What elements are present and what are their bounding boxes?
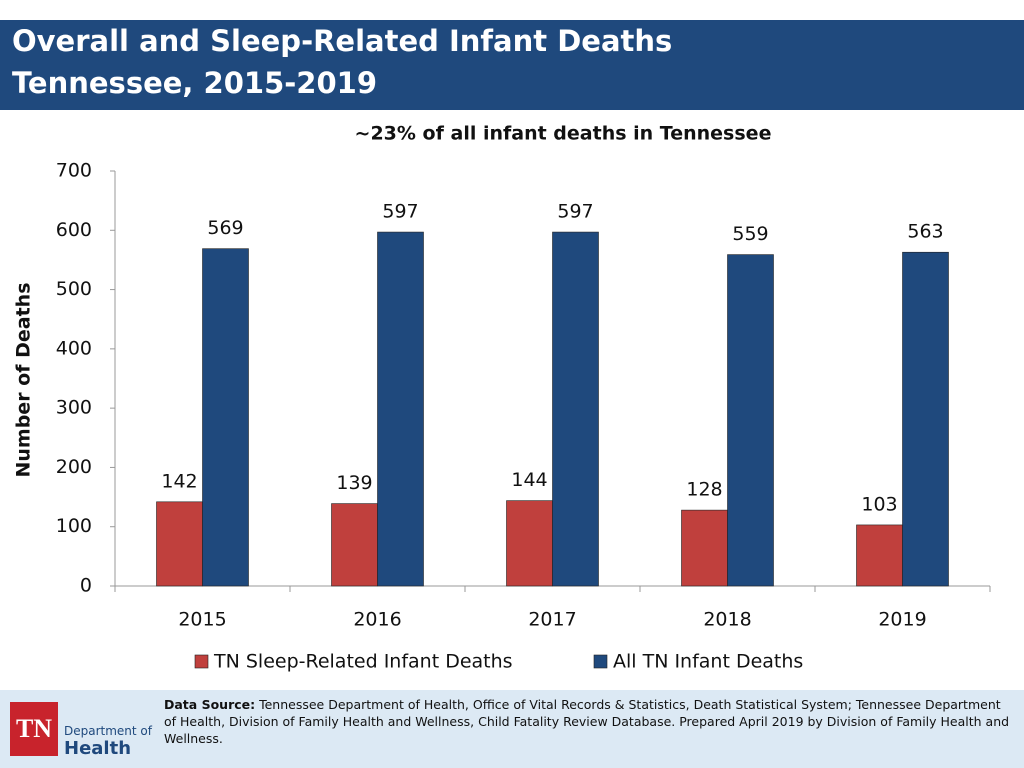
y-tick-label: 400 <box>56 337 92 359</box>
value-label: 597 <box>382 201 418 223</box>
source: Data Source: Tennessee Department of Hea… <box>164 696 1010 747</box>
value-label: 563 <box>907 221 943 243</box>
header: Overall and Sleep-Related Infant Deaths … <box>0 20 1024 110</box>
bar <box>552 231 599 587</box>
source-text: Tennessee Department of Health, Office o… <box>164 697 1010 746</box>
title-line: Overall and Sleep-Related Infant Deaths <box>12 24 673 58</box>
legend-label: TN Sleep-Related Infant Deaths <box>213 651 513 673</box>
x-tick-label: 2018 <box>703 609 751 631</box>
value-label: 128 <box>686 479 722 501</box>
chart-title: ~23% of all infant deaths in Tennessee <box>355 123 772 145</box>
value-label: 569 <box>207 217 243 239</box>
bar <box>202 248 249 587</box>
bar <box>902 251 949 587</box>
bar <box>727 254 774 587</box>
y-tick-label: 500 <box>56 278 92 300</box>
y-tick-label: 600 <box>56 219 92 241</box>
value-label: 103 <box>861 493 897 515</box>
value-label: 597 <box>557 201 593 223</box>
logo-mark: TN <box>10 702 58 756</box>
legend-label: All TN Infant Deaths <box>613 651 803 673</box>
chart: ~23% of all infant deaths in Tennessee N… <box>13 123 991 673</box>
bar <box>506 500 553 587</box>
source-label: Data Source: <box>164 697 256 712</box>
x-tick-label: 2016 <box>353 609 401 631</box>
x-tick-label: 2015 <box>178 609 226 631</box>
y-axis-label: Number of Deaths <box>13 282 35 477</box>
y-tick-label: 700 <box>56 160 92 182</box>
bar <box>331 503 378 587</box>
value-label: 139 <box>336 472 372 494</box>
value-label: 142 <box>161 470 197 492</box>
bar <box>681 509 728 587</box>
bar <box>856 524 903 587</box>
logo-text: Department of <box>64 724 152 738</box>
value-label: 559 <box>732 223 768 245</box>
legend-swatch <box>593 654 608 669</box>
footer: TN Department of Health Data Source: Ten… <box>0 690 1024 768</box>
x-tick-label: 2019 <box>878 609 926 631</box>
y-tick-label: 200 <box>56 456 92 478</box>
value-label: 144 <box>511 469 547 491</box>
y-tick-label: 0 <box>80 575 92 597</box>
title-line: Tennessee, 2015-2019 <box>12 66 377 100</box>
bar <box>156 501 203 587</box>
bar <box>377 231 424 587</box>
y-tick-label: 100 <box>56 515 92 537</box>
x-tick-label: 2017 <box>528 609 576 631</box>
y-tick-label: 300 <box>56 397 92 419</box>
logo-text: Health <box>64 738 132 759</box>
legend-swatch <box>194 654 209 669</box>
